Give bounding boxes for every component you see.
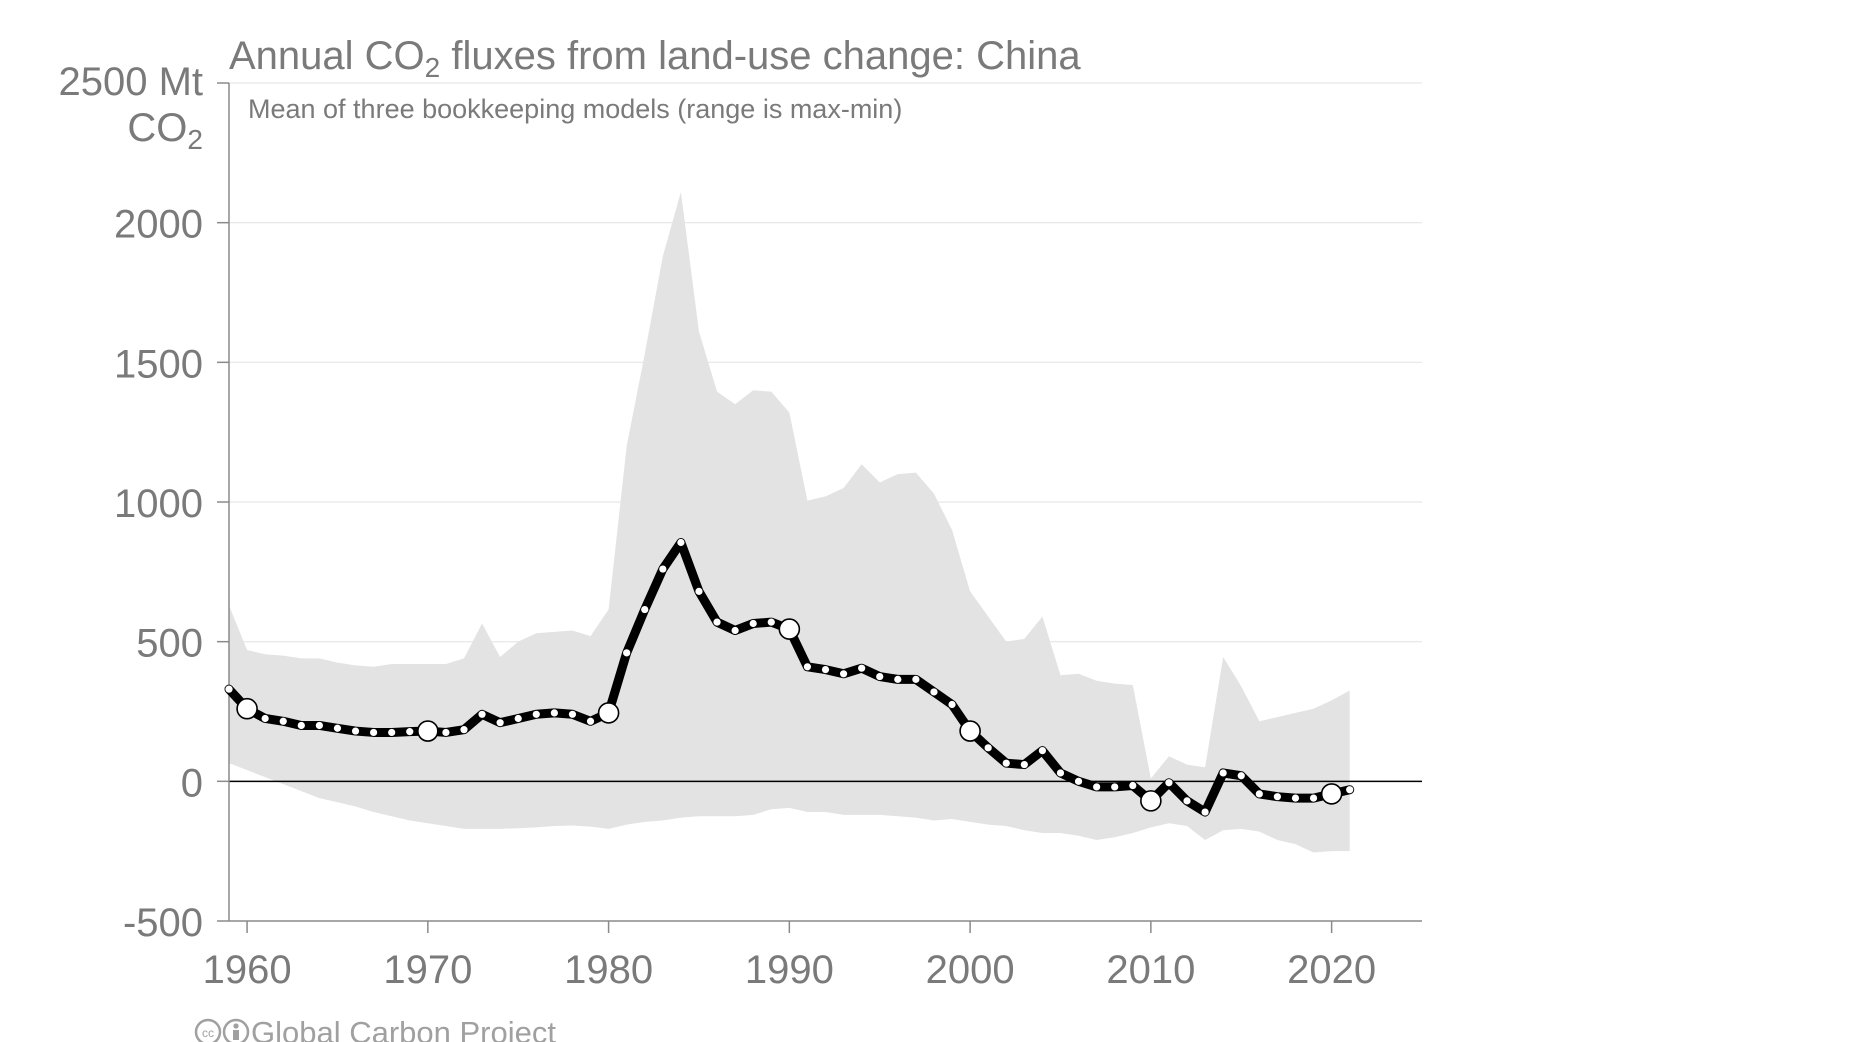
mean-point xyxy=(586,717,595,725)
mean-point xyxy=(1129,781,1137,790)
mean-point xyxy=(532,710,540,718)
mean-point xyxy=(1165,779,1173,787)
mean-point xyxy=(297,721,305,730)
mean-point xyxy=(406,728,414,736)
mean-point-decade xyxy=(597,702,620,724)
title-part-2: fluxes from land-use change: China xyxy=(440,34,1081,78)
y-unit-co: CO xyxy=(127,106,187,150)
title-subscript: 2 xyxy=(425,52,441,83)
mean-point-decade xyxy=(417,720,439,742)
mean-point xyxy=(333,724,342,732)
mean-point xyxy=(659,565,667,573)
mean-point xyxy=(821,666,830,674)
mean-point xyxy=(839,670,848,678)
y-tick-label: 2000 xyxy=(114,203,203,247)
y-tick-label: -500 xyxy=(123,901,203,945)
x-ticks: 1960 1970 1980 1990 2000 2010 2020 xyxy=(203,921,1376,992)
mean-point xyxy=(550,709,558,717)
x-tick-label: 1970 xyxy=(383,948,472,992)
mean-point-decade xyxy=(778,618,801,640)
mean-points xyxy=(225,538,1354,816)
x-tick-label: 1960 xyxy=(203,948,292,992)
mean-point xyxy=(1219,769,1227,777)
mean-point xyxy=(930,688,938,696)
mean-point xyxy=(261,714,269,723)
range-band xyxy=(229,191,1350,853)
mean-point-decade xyxy=(236,697,258,720)
mean-point xyxy=(388,728,396,737)
mean-point xyxy=(1291,794,1300,802)
mean-point xyxy=(1020,760,1028,769)
title-part-1: Annual CO xyxy=(229,34,425,78)
mean-point xyxy=(1201,808,1209,816)
mean-point-decade xyxy=(1320,783,1343,805)
mean-point xyxy=(1002,759,1010,767)
mean-point xyxy=(894,675,902,683)
mean-point xyxy=(478,710,486,718)
by-icon xyxy=(222,1018,250,1042)
mean-point xyxy=(496,719,504,727)
mean-point xyxy=(442,728,450,737)
mean-point xyxy=(1074,777,1083,785)
chart-subtitle: Mean of three bookkeeping models (range … xyxy=(248,94,902,124)
mean-point xyxy=(1056,769,1065,777)
credit: cc Global Carbon Project xyxy=(194,1015,556,1042)
y-unit-subscript: 2 xyxy=(187,124,203,155)
mean-point xyxy=(1038,747,1047,755)
mean-point xyxy=(351,727,360,735)
mean-point xyxy=(1309,794,1318,802)
mean-point xyxy=(370,728,378,737)
y-axis-label-line2: CO2 xyxy=(127,106,203,155)
mean-point xyxy=(695,587,703,595)
mean-point xyxy=(623,649,631,657)
mean-point xyxy=(731,626,739,635)
credit-text: Global Carbon Project xyxy=(251,1015,556,1042)
mean-point xyxy=(803,663,812,671)
y-tick-label: 1000 xyxy=(114,482,203,526)
x-tick-label: 1990 xyxy=(745,948,834,992)
chart-title: Annual CO2 fluxes from land-use change: … xyxy=(229,34,1081,83)
mean-point xyxy=(984,744,992,752)
mean-point xyxy=(677,538,685,547)
mean-point xyxy=(1346,786,1354,794)
y-tick-label: 1500 xyxy=(114,342,203,386)
mean-point xyxy=(1273,793,1281,801)
y-tick-label: 0 xyxy=(181,761,203,805)
mean-point xyxy=(225,685,233,693)
x-tick-label: 2020 xyxy=(1287,948,1376,992)
mean-point xyxy=(514,714,522,723)
mean-point xyxy=(1183,797,1191,805)
mean-point xyxy=(1111,783,1119,791)
mean-point xyxy=(1237,772,1245,780)
mean-point xyxy=(460,726,468,734)
mean-point xyxy=(641,605,649,614)
mean-point-decade xyxy=(1140,790,1162,812)
x-tick-label: 2000 xyxy=(926,948,1015,992)
mean-point xyxy=(876,672,884,681)
mean-point xyxy=(912,675,920,683)
x-tick-label: 1980 xyxy=(564,948,653,992)
x-tick-label: 2010 xyxy=(1106,948,1195,992)
y-ticks: 2000 1500 1000 500 0 -500 xyxy=(114,82,229,945)
y-axis-label-line1: 2500 Mt xyxy=(58,60,203,104)
mean-point-decade xyxy=(959,720,981,742)
mean-point xyxy=(713,618,721,626)
mean-point xyxy=(315,721,323,730)
y-tick-label: 500 xyxy=(136,622,203,666)
mean-point xyxy=(568,710,577,718)
mean-point xyxy=(767,618,775,626)
mean-point xyxy=(1093,783,1101,791)
svg-text:cc: cc xyxy=(202,1026,214,1040)
cc-icon: cc xyxy=(194,1018,222,1042)
mean-point xyxy=(279,717,287,725)
mean-point xyxy=(858,664,866,672)
mean-point xyxy=(749,619,757,628)
mean-point xyxy=(948,700,956,709)
mean-point xyxy=(1255,790,1263,798)
